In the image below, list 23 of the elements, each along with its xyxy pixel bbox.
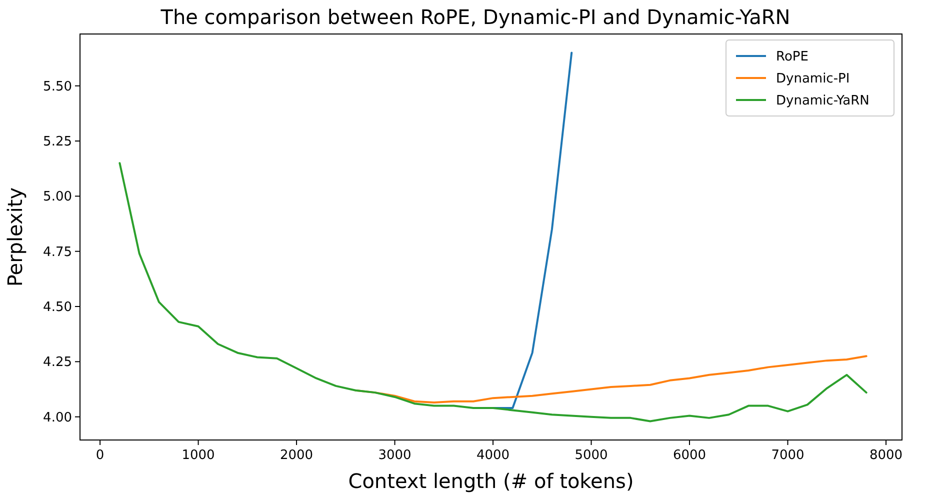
x-tick-label: 2000	[280, 448, 314, 463]
x-tick-label: 4000	[476, 448, 510, 463]
chart-title: The comparison between RoPE, Dynamic-PI and Dynamic-YaRN	[160, 5, 790, 29]
y-tick-label: 4.25	[43, 355, 72, 370]
x-tick-label: 1000	[182, 448, 215, 463]
x-tick-label: 0	[96, 448, 104, 463]
y-tick-label: 5.00	[43, 190, 72, 205]
x-tick-label: 6000	[672, 448, 706, 463]
x-tick-label: 8000	[869, 448, 903, 463]
y-tick-label: 4.75	[43, 244, 72, 260]
legend-label: Dynamic-YaRN	[776, 94, 870, 109]
y-axis-title: Perplexity	[3, 187, 27, 287]
x-axis-title: Context length (# of tokens)	[348, 469, 634, 493]
x-tick-label: 3000	[378, 448, 412, 463]
x-tick-label: 5000	[574, 448, 608, 463]
y-tick-label: 4.50	[43, 300, 72, 316]
y-tick-label: 5.50	[43, 79, 72, 94]
x-tick-label: 7000	[771, 448, 804, 463]
legend-label: RoPE	[776, 50, 808, 65]
y-tick-label: 4.00	[43, 410, 72, 426]
legend-label: Dynamic-PI	[776, 72, 850, 87]
y-tick-label: 5.25	[43, 134, 72, 150]
line-series	[118, 162, 868, 422]
